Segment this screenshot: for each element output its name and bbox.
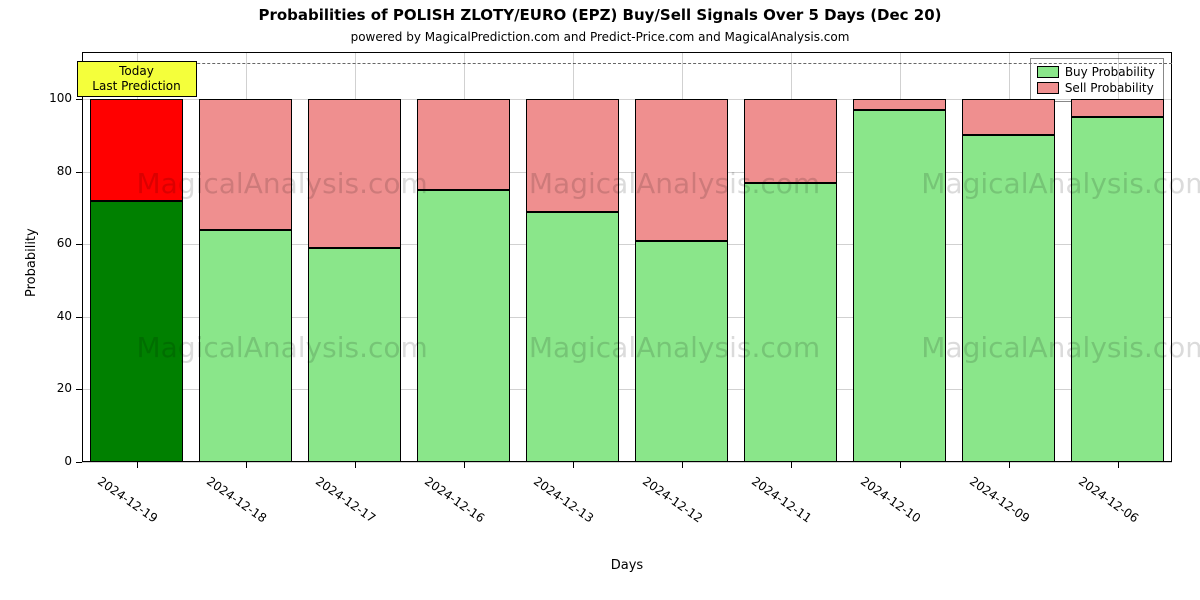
today-line2: Last Prediction [92,79,180,93]
bar-buy [90,201,184,462]
x-tick [137,462,138,468]
y-tick-label: 100 [32,91,72,105]
x-tick-label: 2024-12-09 [966,474,1031,525]
legend-swatch [1037,82,1059,94]
x-tick-label: 2024-12-12 [639,474,704,525]
today-line1: Today [119,64,154,78]
y-tick-label: 20 [32,381,72,395]
bar-sell [199,99,293,230]
x-tick [355,462,356,468]
x-tick-label: 2024-12-19 [94,474,159,525]
y-tick [76,244,82,245]
y-tick [76,462,82,463]
bar-buy [744,183,838,462]
legend-item: Sell Probability [1037,81,1155,95]
x-tick [246,462,247,468]
y-tick-label: 80 [32,164,72,178]
bar-sell [417,99,511,190]
today-annotation: TodayLast Prediction [77,61,197,97]
bar-sell [962,99,1056,135]
x-tick-label: 2024-12-11 [748,474,813,525]
x-tick [791,462,792,468]
bar-sell [308,99,402,248]
bar-sell [635,99,729,241]
legend-swatch [1037,66,1059,78]
legend-item: Buy Probability [1037,65,1155,79]
chart-title: Probabilities of POLISH ZLOTY/EURO (EPZ)… [0,6,1200,24]
bar-buy [526,212,620,462]
legend-label: Buy Probability [1065,65,1155,79]
bar-buy [199,230,293,462]
bar-buy [1071,117,1165,462]
bar-buy [853,110,947,462]
x-tick-label: 2024-12-17 [312,474,377,525]
bar-buy [417,190,511,462]
x-tick-label: 2024-12-10 [857,474,922,525]
y-tick [76,389,82,390]
y-tick [76,172,82,173]
y-tick-label: 40 [32,309,72,323]
bar-sell [90,99,184,201]
bar-buy [308,248,402,462]
bar-buy [962,135,1056,462]
x-axis-label: Days [82,558,1172,573]
bar-sell [1071,99,1165,117]
chart-subtitle: powered by MagicalPrediction.com and Pre… [0,30,1200,44]
x-tick-label: 2024-12-18 [203,474,268,525]
x-tick [682,462,683,468]
x-tick [464,462,465,468]
x-tick [1009,462,1010,468]
y-tick-label: 60 [32,236,72,250]
bar-buy [635,241,729,462]
legend-label: Sell Probability [1065,81,1154,95]
y-tick [76,99,82,100]
bar-sell [744,99,838,182]
x-tick [1118,462,1119,468]
x-tick-label: 2024-12-16 [421,474,486,525]
bar-sell [526,99,620,211]
y-tick [76,317,82,318]
x-tick [900,462,901,468]
x-tick [573,462,574,468]
x-tick-label: 2024-12-13 [530,474,595,525]
chart-container: Probabilities of POLISH ZLOTY/EURO (EPZ)… [0,0,1200,600]
legend: Buy Probability Sell Probability [1030,58,1164,102]
x-tick-label: 2024-12-06 [1075,474,1140,525]
y-tick-label: 0 [32,454,72,468]
bar-sell [853,99,947,110]
